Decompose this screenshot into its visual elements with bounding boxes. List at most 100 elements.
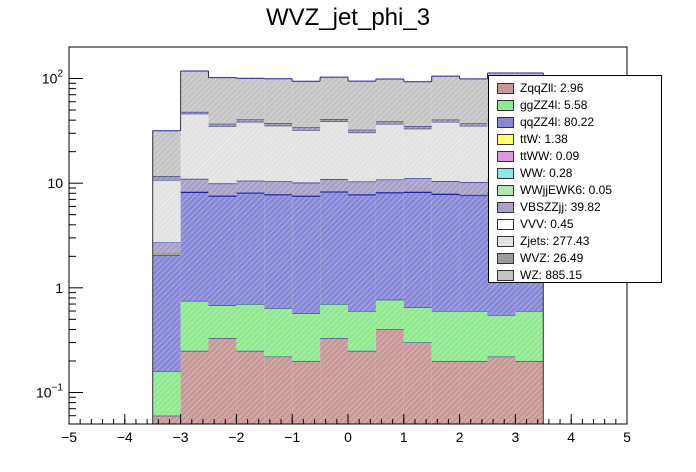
bar-hatch <box>515 360 544 424</box>
bar-hatch <box>152 371 181 416</box>
x-tick-label: 1 <box>400 429 408 445</box>
y-tick-label: 102 <box>42 69 64 87</box>
bar-hatch <box>348 132 376 182</box>
x-tick-label: 0 <box>344 429 352 445</box>
legend-swatch <box>497 253 514 264</box>
legend-label: qqZZ4l: 80.22 <box>520 115 595 129</box>
bar-hatch <box>180 350 209 424</box>
bar-hatch <box>348 311 376 351</box>
bar-hatch <box>236 350 265 424</box>
bar-hatch <box>320 338 348 424</box>
legend-label: VVV: 0.45 <box>520 217 574 231</box>
bar-hatch <box>403 178 432 192</box>
bar-hatch <box>292 127 321 131</box>
legend-entry: ttW: 1.38 <box>489 131 663 148</box>
legend-entry: VBSZZjj: 39.82 <box>489 199 663 216</box>
bar-hatch <box>152 175 181 181</box>
legend-label: ggZZ4l: 5.58 <box>520 98 588 112</box>
bar-hatch <box>152 242 181 254</box>
bar-hatch <box>264 123 293 126</box>
histogram-bars <box>152 70 544 424</box>
x-axis: −5 −4 −3 −2 −1 0 1 2 3 4 5 <box>61 414 631 445</box>
bar-hatch <box>264 308 293 357</box>
bar-hatch <box>431 181 460 194</box>
bar-hatch <box>180 192 209 301</box>
bar-hatch <box>264 194 293 309</box>
legend-swatch <box>497 236 514 247</box>
bar-hatch <box>152 254 181 372</box>
bar-hatch <box>320 304 348 339</box>
bar-hatch <box>208 338 237 424</box>
bar-hatch <box>459 360 488 424</box>
bar-hatch <box>320 121 348 179</box>
legend-entry: WWjjEWK6: 0.05 <box>489 182 663 199</box>
legend-label: ttW: 1.38 <box>520 132 568 146</box>
bar-hatch <box>264 356 293 424</box>
x-tick-label: −4 <box>117 429 133 445</box>
y-tick-label: 10−1 <box>36 382 63 400</box>
x-tick-label: −2 <box>228 429 244 445</box>
bar-hatch <box>348 81 376 130</box>
legend-entry: ggZZ4l: 5.58 <box>489 97 663 114</box>
bar-hatch <box>459 195 488 312</box>
y-tick-label: 1 <box>55 280 63 296</box>
bar-hatch <box>459 123 488 126</box>
bar-hatch <box>292 182 321 196</box>
legend-label: ttWW: 0.09 <box>520 149 580 163</box>
bar-hatch <box>180 178 209 192</box>
legend-swatch <box>497 168 514 179</box>
bar-hatch <box>431 360 460 424</box>
legend-swatch <box>497 134 514 145</box>
bar-hatch <box>264 181 293 195</box>
bar-hatch <box>403 81 432 127</box>
legend-swatch <box>497 100 514 111</box>
bar-hatch <box>180 70 209 112</box>
bar-hatch <box>348 350 376 424</box>
bar-hatch <box>152 130 181 176</box>
bar-hatch <box>152 253 181 255</box>
legend-swatch <box>497 151 514 162</box>
bar-hatch <box>375 121 404 124</box>
bar-hatch <box>459 125 488 182</box>
bar-hatch <box>208 196 237 306</box>
bar-hatch <box>236 119 265 122</box>
legend-label: VBSZZjj: 39.82 <box>520 200 601 214</box>
bar-hatch <box>403 192 432 308</box>
bar-hatch <box>292 130 321 183</box>
bar-hatch <box>264 125 293 182</box>
x-tick-label: 3 <box>512 429 520 445</box>
bar-hatch <box>487 356 516 424</box>
bar-hatch <box>236 78 265 120</box>
legend: ZqqZll: 2.96 ggZZ4l: 5.58 qqZZ4l: 80.22 ttW… <box>488 75 662 283</box>
legend-entry: Zjets: 277.43 <box>489 233 663 250</box>
bar-hatch <box>403 342 432 424</box>
legend-label: WWjjEWK6: 0.05 <box>520 183 613 197</box>
bar-hatch <box>292 196 321 314</box>
bar-hatch <box>236 193 265 305</box>
bar-hatch <box>431 119 460 122</box>
bar-hatch <box>375 192 404 300</box>
bar-hatch <box>375 179 404 193</box>
bar-hatch <box>459 311 488 361</box>
bar-hatch <box>431 76 460 120</box>
bar-hatch <box>320 192 348 305</box>
bar-hatch <box>236 121 265 181</box>
legend-entry: WVZ: 26.49 <box>489 250 663 267</box>
legend-label: Zjets: 277.43 <box>520 234 590 248</box>
bar-hatch <box>320 179 348 192</box>
bar-hatch <box>208 123 237 127</box>
legend-entry: VVV: 0.45 <box>489 216 663 233</box>
bar-hatch <box>348 195 376 312</box>
legend-entry: qqZZ4l: 80.22 <box>489 114 663 131</box>
bar-hatch <box>180 300 209 351</box>
chart-title: WVZ_jet_phi_3 <box>265 4 431 31</box>
bar-hatch <box>348 129 376 133</box>
bar-hatch <box>459 78 488 124</box>
bar-hatch <box>431 121 460 182</box>
bar-hatch <box>320 119 348 122</box>
bar-hatch <box>375 329 404 424</box>
bar-hatch <box>375 79 404 122</box>
x-tick-label: 2 <box>456 429 464 445</box>
bar-hatch <box>236 180 265 193</box>
bar-hatch <box>208 126 237 184</box>
